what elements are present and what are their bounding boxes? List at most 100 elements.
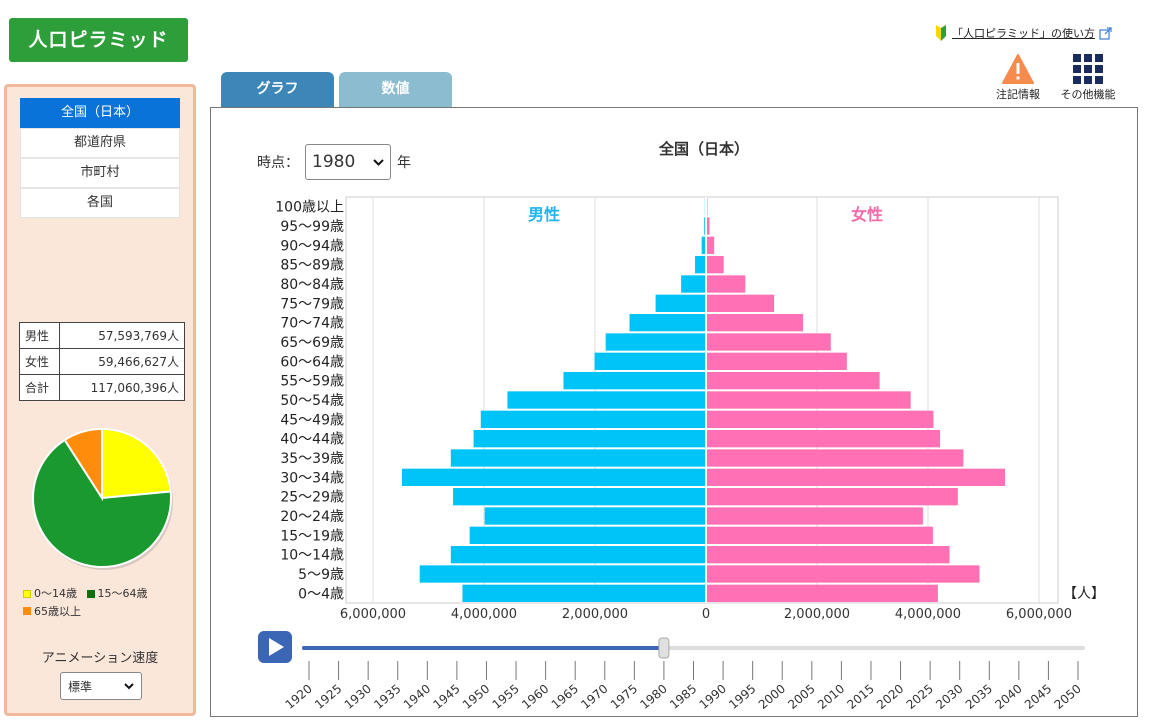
female-bar — [707, 256, 724, 274]
region-tab-prefecture[interactable]: 都道府県 — [20, 128, 180, 158]
male-bar — [507, 391, 705, 409]
year-tick-label[interactable]: 1990 — [697, 682, 729, 712]
age-label: 100歳以上 — [275, 200, 344, 216]
female-bar — [707, 468, 1006, 486]
pie-legend-item: 15～64歳 — [86, 585, 148, 602]
age-label: 85～89歳 — [280, 258, 344, 274]
population-value: 117,060,396人 — [59, 374, 185, 401]
male-bar — [701, 236, 705, 254]
year-tick-label[interactable]: 1975 — [608, 682, 640, 712]
male-bar — [480, 410, 705, 428]
notes-button[interactable]: 注記情報 — [990, 54, 1046, 102]
play-button[interactable] — [258, 631, 292, 663]
population-row-total: 合計 117,060,396人 — [19, 374, 185, 401]
year-tick-label[interactable]: 1920 — [283, 682, 315, 712]
female-bar — [707, 565, 980, 583]
year-tick-label[interactable]: 1945 — [430, 682, 462, 712]
tab-graph[interactable]: グラフ — [221, 72, 334, 107]
tab-numbers[interactable]: 数値 — [339, 72, 452, 107]
help-link[interactable]: 「人口ピラミッド」の使い方 — [934, 22, 1112, 44]
year-tick-label[interactable]: 2050 — [1052, 682, 1084, 712]
year-tick-label[interactable]: 2025 — [904, 682, 936, 712]
time-label: 時点： — [257, 155, 299, 171]
year-tick-label[interactable]: 2030 — [933, 682, 965, 712]
notes-label: 注記情報 — [996, 88, 1040, 101]
region-tab-countries[interactable]: 各国 — [20, 188, 180, 218]
x-tick-label: 2,000,000 — [784, 607, 850, 622]
population-table: 男性 57,593,769人 女性 59,466,627人 合計 117,060… — [19, 322, 185, 401]
female-bar — [707, 449, 964, 467]
year-tick-label[interactable]: 2000 — [756, 682, 788, 712]
animation-speed-value: 標準 — [68, 679, 93, 694]
female-bar — [707, 236, 715, 254]
male-bar — [605, 333, 705, 351]
male-bar — [473, 430, 705, 448]
slider-handle[interactable] — [658, 637, 670, 659]
app-title[interactable]: 人口ピラミッド — [9, 18, 188, 62]
age-label: 0～4歳 — [298, 586, 344, 602]
chart-title: 全国（日本） — [658, 140, 749, 158]
male-bar — [563, 372, 705, 390]
population-row-male: 男性 57,593,769人 — [19, 322, 185, 349]
plot-frame — [345, 196, 1059, 604]
x-tick-label: 4,000,000 — [451, 607, 517, 622]
male-bar — [462, 584, 705, 602]
age-label: 70～74歳 — [280, 316, 344, 332]
legend-label: 65歳以上 — [34, 604, 81, 618]
year-tick-label[interactable]: 1940 — [401, 682, 433, 712]
population-label: 合計 — [19, 374, 60, 401]
year-tick-label[interactable]: 2045 — [1022, 682, 1054, 712]
help-link-text[interactable]: 「人口ピラミッド」の使い方 — [952, 27, 1095, 40]
year-tick-label[interactable]: 1935 — [371, 682, 403, 712]
play-icon — [269, 638, 284, 656]
male-bar — [401, 468, 705, 486]
male-bar — [704, 217, 705, 235]
year-tick-label[interactable]: 1930 — [342, 682, 374, 712]
male-label: 男性 — [528, 205, 560, 224]
year-tick-label[interactable]: 1995 — [726, 682, 758, 712]
year-value: 1980 — [312, 152, 356, 172]
population-pyramid-chart: 100歳以上 95～99歳 90～94歳 85～89歳 80～84歳 75～79歳 70～7… — [258, 196, 1105, 712]
pie-slice — [101, 427, 172, 500]
legend-swatch-elderly — [23, 607, 31, 615]
year-tick-label[interactable]: 2010 — [815, 682, 847, 712]
year-select[interactable]: 1980 — [305, 144, 391, 180]
year-tick-label[interactable]: 1950 — [460, 682, 492, 712]
age-label: 95～99歳 — [280, 219, 344, 235]
legend-label: 0～14歳 — [34, 587, 77, 600]
year-tick-label[interactable]: 1960 — [519, 682, 551, 712]
year-tick-label[interactable]: 1985 — [667, 682, 699, 712]
region-tab-municipality[interactable]: 市町村 — [20, 158, 180, 188]
pie-legend: 0～14歳 15～64歳 65歳以上 — [23, 585, 193, 620]
male-bar — [655, 294, 705, 312]
other-functions-button[interactable]: その他機能 — [1060, 54, 1116, 102]
year-tick-label[interactable]: 1970 — [578, 682, 610, 712]
pie-slice — [32, 438, 172, 568]
animation-speed-select[interactable]: 標準 — [60, 672, 142, 700]
year-tick-label[interactable]: 1925 — [312, 682, 344, 712]
pie-slice — [63, 427, 103, 502]
year-tick-label[interactable]: 1955 — [490, 682, 522, 712]
legend-swatch-young — [23, 589, 31, 598]
year-tick-label[interactable]: 1965 — [549, 682, 581, 712]
chevron-down-icon — [124, 682, 134, 689]
male-bar — [453, 488, 705, 506]
year-tick-label[interactable]: 2040 — [992, 682, 1024, 712]
year-tick-label[interactable]: 2035 — [963, 682, 995, 712]
region-tabs: 全国（日本） 都道府県 市町村 各国 — [20, 98, 180, 218]
population-label: 男性 — [19, 322, 60, 349]
age-label: 35～39歳 — [280, 451, 344, 467]
region-tab-national[interactable]: 全国（日本） — [20, 98, 180, 128]
population-row-female: 女性 59,466,627人 — [19, 348, 185, 375]
year-tick-label[interactable]: 2005 — [785, 682, 817, 712]
age-label: 30～34歳 — [280, 470, 344, 486]
male-bar — [469, 526, 705, 544]
population-label: 女性 — [19, 348, 60, 375]
year-tick-label[interactable]: 2015 — [844, 682, 876, 712]
female-bar — [707, 584, 938, 602]
year-unit: 年 — [397, 155, 411, 171]
unit-label: 【人】 — [1063, 586, 1105, 602]
population-value: 57,593,769人 — [59, 322, 185, 349]
year-tick-label[interactable]: 1980 — [637, 682, 669, 712]
year-tick-label[interactable]: 2020 — [874, 682, 906, 712]
